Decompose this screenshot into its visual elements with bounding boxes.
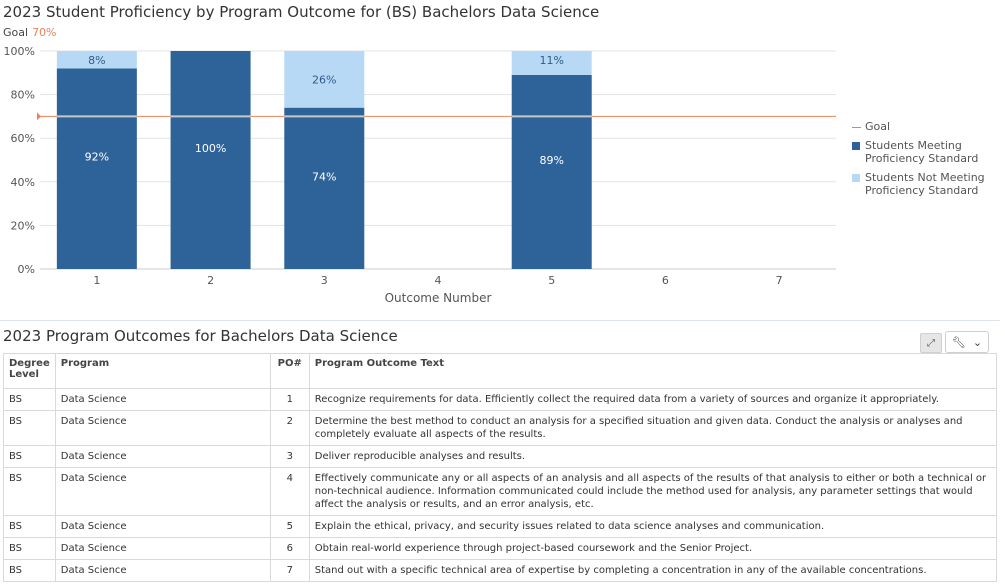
x-tick-label: 6 — [662, 274, 669, 287]
wrench-icon: 🔧︎ — [951, 335, 966, 349]
cell-outcome-text: Explain the ethical, privacy, and securi… — [308, 515, 998, 538]
bar-not-meeting — [56, 51, 137, 69]
expand-button[interactable]: ⤢ — [920, 333, 942, 353]
cell-po: 2 — [269, 410, 310, 446]
x-axis-title: Outcome Number — [385, 291, 492, 305]
data-label-not-meeting: 8% — [88, 54, 105, 67]
data-label-meeting: 92% — [85, 151, 109, 164]
data-label-not-meeting: 11% — [539, 54, 563, 67]
outcomes-panel: 2023 Program Outcomes for Bachelors Data… — [0, 320, 1000, 588]
proficiency-chart: 0% 20% 40% 60% 80% 100% 92% 8% 1 100% 2 74% 26% 3 4 89%… — [4, 45, 836, 305]
table-header-row: Degree Level Program PO# Program Outcome… — [3, 353, 998, 389]
y-tick-label: 0% — [18, 263, 35, 276]
y-tick-label: 60% — [11, 132, 35, 145]
data-label-not-meeting: 26% — [312, 73, 336, 86]
cell-degree: BS — [3, 559, 56, 582]
cell-degree: BS — [3, 445, 56, 468]
table-row: BS Data Science 6 Obtain real-world experie… — [3, 537, 998, 560]
goal-label-text: Goal — [3, 26, 29, 39]
cell-program: Data Science — [54, 559, 271, 582]
legend-item-meeting[interactable]: Students Meeting Proficiency Standard — [852, 139, 995, 165]
expand-icon: ⤢ — [927, 337, 935, 349]
legend-item-not-meeting[interactable]: Students Not Meeting Proficiency Standar… — [852, 171, 995, 197]
chevron-down-icon: ⌄ — [972, 335, 983, 349]
table-row: BS Data Science 7 Stand out with a specific… — [3, 559, 998, 582]
bar-not-meeting — [511, 51, 592, 75]
goal-marker — [37, 112, 41, 121]
cell-outcome-text: Effectively communicate any or all aspec… — [308, 467, 998, 516]
y-tick-label: 80% — [11, 89, 35, 102]
cell-program: Data Science — [54, 537, 271, 560]
y-tick-label: 20% — [11, 219, 35, 232]
cell-outcome-text: Stand out with a specific technical area… — [308, 559, 998, 582]
bar-meeting — [170, 51, 251, 269]
x-tick-label: 5 — [548, 274, 555, 287]
bar-meeting — [511, 74, 592, 269]
cell-outcome-text: Obtain real-world experience through pro… — [308, 537, 998, 560]
cell-program: Data Science — [54, 467, 271, 516]
cell-outcome-text: Determine the best method to conduct an … — [308, 410, 998, 446]
header-program[interactable]: Program — [54, 353, 271, 389]
legend-goal-swatch — [852, 127, 861, 128]
legend-meeting-label: Students Meeting Proficiency Standard — [865, 139, 979, 165]
table-row: BS Data Science 4 Effectively communicate a… — [3, 467, 998, 516]
header-po[interactable]: PO# — [269, 353, 310, 389]
x-tick-label: 2 — [207, 274, 214, 287]
data-label-meeting: 100% — [195, 142, 226, 155]
x-tick-label: 4 — [435, 274, 442, 287]
cell-program: Data Science — [54, 410, 271, 446]
table-row: BS Data Science 1 Recognize requirements fo… — [3, 388, 998, 411]
outcomes-table: Degree Level Program PO# Program Outcome… — [3, 353, 998, 582]
cell-po: 1 — [269, 388, 310, 411]
cell-program: Data Science — [54, 515, 271, 538]
x-tick-label: 3 — [321, 274, 328, 287]
header-outcome-text[interactable]: Program Outcome Text — [308, 353, 998, 389]
cell-degree: BS — [3, 388, 56, 411]
bar-meeting — [284, 107, 365, 270]
goal-label: Goal 70% — [3, 26, 57, 39]
cell-degree: BS — [3, 537, 56, 560]
y-tick-label: 40% — [11, 176, 35, 189]
chart-title: 2023 Student Proficiency by Program Outc… — [3, 3, 600, 21]
bar-meeting — [56, 68, 137, 269]
cell-po: 5 — [269, 515, 310, 538]
cell-po: 4 — [269, 467, 310, 516]
y-tick-label: 100% — [4, 45, 35, 58]
table-row: BS Data Science 2 Determine the best method… — [3, 410, 998, 446]
x-tick-label: 1 — [93, 274, 100, 287]
cell-degree: BS — [3, 515, 56, 538]
legend-not-meeting-label: Students Not Meeting Proficiency Standar… — [865, 171, 985, 197]
cell-program: Data Science — [54, 445, 271, 468]
table-row: BS Data Science 5 Explain the ethical, priv… — [3, 515, 998, 538]
legend-goal-label: Goal — [865, 120, 891, 133]
cell-outcome-text: Deliver reproducible analyses and result… — [308, 445, 998, 468]
cell-po: 6 — [269, 537, 310, 560]
cell-degree: BS — [3, 410, 56, 446]
data-label-meeting: 89% — [539, 154, 563, 167]
goal-value: 70% — [32, 26, 57, 39]
table-row: BS Data Science 3 Deliver reproducible anal… — [3, 445, 998, 468]
tools-menu-button[interactable]: 🔧︎ ⌄ — [945, 331, 989, 353]
cell-po: 3 — [269, 445, 310, 468]
cell-po: 7 — [269, 559, 310, 582]
cell-degree: BS — [3, 467, 56, 516]
legend-not-meeting-swatch — [852, 174, 860, 182]
data-label-meeting: 74% — [312, 170, 336, 183]
legend-meeting-swatch — [852, 142, 860, 150]
chart-legend: Goal Students Meeting Proficiency Standa… — [852, 120, 995, 203]
legend-item-goal[interactable]: Goal — [852, 120, 995, 133]
header-degree[interactable]: Degree Level — [3, 353, 56, 389]
cell-outcome-text: Recognize requirements for data. Efficie… — [308, 388, 998, 411]
bar-not-meeting — [284, 51, 365, 108]
cell-program: Data Science — [54, 388, 271, 411]
x-tick-label: 7 — [776, 274, 783, 287]
table-title: 2023 Program Outcomes for Bachelors Data… — [3, 327, 398, 345]
